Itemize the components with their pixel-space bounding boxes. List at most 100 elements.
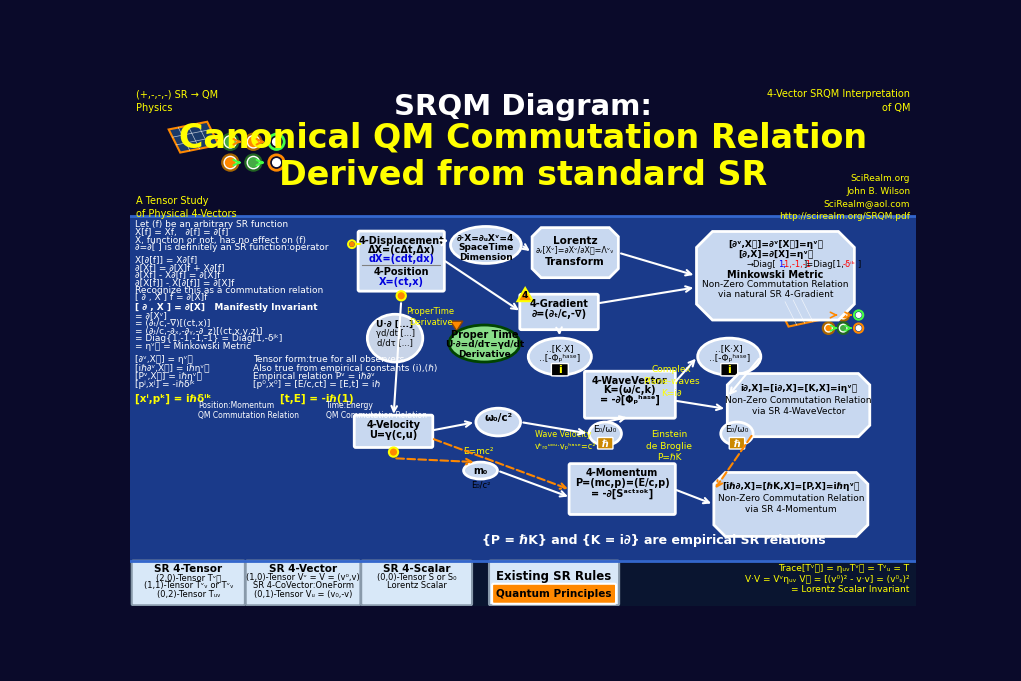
Polygon shape	[518, 288, 533, 301]
Text: [p⁰,x⁰] = [E/c,ct] = [E,t] = iℏ: [p⁰,x⁰] = [E/c,ct] = [E,t] = iℏ	[253, 381, 381, 390]
Text: [pʲ,xʲ] = -iℏδʲᵏ: [pʲ,xʲ] = -iℏδʲᵏ	[135, 381, 195, 390]
Circle shape	[225, 157, 237, 169]
Circle shape	[389, 447, 398, 457]
Text: ω₀/c²: ω₀/c²	[484, 413, 513, 423]
Text: -1,-1,-1: -1,-1,-1	[782, 259, 812, 268]
Text: 4-Gradient: 4-Gradient	[530, 299, 588, 309]
Text: E₀/ω₀: E₀/ω₀	[593, 424, 617, 434]
Polygon shape	[131, 82, 917, 217]
Text: X[f] = Xf,   ∂[f] = ∂[f]: X[f] = Xf, ∂[f] = ∂[f]	[135, 228, 228, 237]
Text: [iℏ∂,X]=[ℏK,X]=[P,X]=iℏηᵛᵜ: [iℏ∂,X]=[ℏK,X]=[P,X]=iℏηᵛᵜ	[722, 482, 860, 491]
Text: P=(mc,p)=(E/c,p): P=(mc,p)=(E/c,p)	[575, 478, 670, 488]
Text: Lorentz: Lorentz	[553, 236, 597, 246]
Text: ∂·X=∂ᵤXᵛ=4: ∂·X=∂ᵤXᵛ=4	[457, 234, 515, 243]
FancyBboxPatch shape	[584, 371, 675, 418]
Polygon shape	[696, 232, 855, 320]
Ellipse shape	[368, 314, 423, 362]
Text: X=(ct,x): X=(ct,x)	[379, 276, 424, 287]
Text: (0,1)-Tensor Vᵤ = (v₀,-v): (0,1)-Tensor Vᵤ = (v₀,-v)	[254, 590, 352, 599]
Text: ProperTime
Derivative: ProperTime Derivative	[406, 306, 454, 327]
Text: [ ∂ , X ] = ∂[X]   Manifestly Invariant: [ ∂ , X ] = ∂[X] Manifestly Invariant	[135, 304, 318, 313]
Circle shape	[245, 133, 261, 151]
Text: X, function or not, has no effect on (f): X, function or not, has no effect on (f)	[135, 236, 306, 244]
FancyBboxPatch shape	[729, 437, 744, 449]
FancyBboxPatch shape	[520, 294, 598, 330]
Circle shape	[825, 311, 832, 319]
Text: ..[K·X]: ..[K·X]	[546, 345, 574, 353]
Text: U=γ(c,u): U=γ(c,u)	[370, 430, 418, 440]
Text: (1,0)-Tensor Vᵛ = V = (v⁰,v): (1,0)-Tensor Vᵛ = V = (v⁰,v)	[246, 573, 360, 582]
Text: Recognize this as a commutation relation: Recognize this as a commutation relation	[135, 286, 323, 295]
Text: ∂[Xf] - X∂[f] = ∂[X]f: ∂[Xf] - X∂[f] = ∂[X]f	[135, 270, 221, 279]
Text: = -∂[Φₚʰᵃˢᵉ]: = -∂[Φₚʰᵃˢᵉ]	[600, 395, 660, 405]
Text: ]: ]	[857, 259, 861, 268]
Text: Derived from standard SR: Derived from standard SR	[279, 159, 767, 192]
FancyBboxPatch shape	[489, 560, 619, 605]
Text: V·V = Vᵛηᵤᵥ Vᵜ = [(v⁰)² - v·v] = (v⁰ₛ)²: V·V = Vᵛηᵤᵥ Vᵜ = [(v⁰)² - v·v] = (v⁰ₛ)²	[744, 575, 910, 584]
Ellipse shape	[697, 338, 761, 375]
Text: A Tensor Study
of Physical 4-Vectors: A Tensor Study of Physical 4-Vectors	[137, 195, 237, 219]
Circle shape	[839, 324, 847, 332]
Text: {P = ℏK} and {K = i∂} are empirical SR relations: {P = ℏK} and {K = i∂} are empirical SR r…	[482, 535, 826, 548]
FancyBboxPatch shape	[358, 231, 444, 291]
Text: via SR 4-WaveVector: via SR 4-WaveVector	[751, 407, 845, 415]
Text: [ ∂ , X ] f = ∂[X]f: [ ∂ , X ] f = ∂[X]f	[135, 294, 207, 302]
Text: Position:Momentum
QM Commutation Relation: Position:Momentum QM Commutation Relatio…	[198, 400, 299, 420]
Text: SpaceTime: SpaceTime	[458, 243, 514, 253]
Circle shape	[245, 154, 261, 171]
Text: 4-Momentum: 4-Momentum	[586, 469, 659, 478]
Circle shape	[839, 311, 847, 319]
Text: 1,: 1,	[778, 259, 785, 268]
Text: d/dτ [...]: d/dτ [...]	[377, 338, 414, 347]
Text: 4: 4	[522, 291, 529, 300]
Text: [xⁱ,pᵏ] = iℏδⁱᵏ: [xⁱ,pᵏ] = iℏδⁱᵏ	[135, 394, 211, 404]
Text: →Diag[: →Diag[	[746, 259, 776, 268]
Text: Dimension: Dimension	[459, 253, 513, 262]
Text: ..[K·X]: ..[K·X]	[716, 345, 743, 353]
Text: ∂=(∂ₜ/c,-∇): ∂=(∂ₜ/c,-∇)	[532, 309, 587, 319]
Text: via SR 4-Momentum: via SR 4-Momentum	[745, 505, 836, 514]
FancyBboxPatch shape	[246, 560, 360, 605]
Circle shape	[825, 324, 832, 332]
Text: Empirical relation Pᵛ = iℏ∂ᵛ: Empirical relation Pᵛ = iℏ∂ᵛ	[253, 372, 376, 381]
Text: = Lorentz Scalar Invariant: = Lorentz Scalar Invariant	[791, 585, 910, 595]
Circle shape	[222, 133, 239, 151]
FancyBboxPatch shape	[569, 464, 675, 514]
Text: Derivative: Derivative	[458, 349, 510, 359]
Text: [∂ᵛ,Xᵜ] = ηᵛᵜ: [∂ᵛ,Xᵜ] = ηᵛᵜ	[135, 355, 193, 364]
FancyBboxPatch shape	[551, 364, 569, 376]
Circle shape	[350, 242, 354, 246]
Text: ∂=∂[ ] is definitely an SR function:operator: ∂=∂[ ] is definitely an SR function:oper…	[135, 243, 329, 253]
Text: (+,-,-,-) SR → QM
Physics: (+,-,-,-) SR → QM Physics	[137, 89, 218, 112]
Text: Time:Energy
QM Commutation Relation: Time:Energy QM Commutation Relation	[326, 400, 427, 420]
Polygon shape	[131, 560, 917, 606]
Circle shape	[273, 138, 281, 146]
Text: 4-Displacement: 4-Displacement	[358, 236, 444, 247]
Text: [iℏ∂ᵛ,Xᵜ] = iℏηᵛᵜ: [iℏ∂ᵛ,Xᵜ] = iℏηᵛᵜ	[135, 364, 209, 373]
Circle shape	[225, 136, 237, 148]
FancyBboxPatch shape	[597, 437, 613, 449]
Circle shape	[222, 154, 239, 171]
Polygon shape	[777, 296, 821, 327]
Ellipse shape	[450, 227, 522, 264]
Text: Wave Velocity
vᵏᵣₒᵘᵒᵘ·vₚʰᵃˢᵉ=c²: Wave Velocity vᵏᵣₒᵘᵒᵘ·vₚʰᵃˢᵉ=c²	[535, 430, 596, 451]
Text: [∂ᵛ,Xᵜ]=∂ᵛ[Xᵜ]=ηᵛᵜ: [∂ᵛ,Xᵜ]=∂ᵛ[Xᵜ]=ηᵛᵜ	[728, 240, 823, 249]
Text: (0,2)-Tensor Tᵤᵥ: (0,2)-Tensor Tᵤᵥ	[156, 590, 221, 599]
Text: Canonical QM Commutation Relation: Canonical QM Commutation Relation	[179, 122, 867, 155]
Ellipse shape	[589, 422, 622, 445]
Text: i: i	[727, 365, 731, 375]
Text: -δⁱᵏ: -δⁱᵏ	[842, 259, 856, 268]
Text: Complex
Plane-waves
K=i∂: Complex Plane-waves K=i∂	[643, 365, 699, 398]
Circle shape	[273, 159, 281, 166]
Polygon shape	[532, 227, 619, 278]
Circle shape	[837, 322, 849, 334]
FancyBboxPatch shape	[132, 560, 245, 605]
Text: U·∂=d/dτ=γd/dt: U·∂=d/dτ=γd/dt	[445, 340, 524, 349]
Text: 4-WaveVector: 4-WaveVector	[592, 376, 668, 386]
Text: dX=(cdt,dx): dX=(cdt,dx)	[369, 254, 434, 264]
Text: K=(ω/c,k): K=(ω/c,k)	[603, 385, 657, 395]
Text: Also true from empirical constants (i),(ℏ): Also true from empirical constants (i),(…	[253, 364, 438, 373]
Text: m₀: m₀	[474, 466, 488, 475]
Text: Trace[Tᵛᵜ] = ηᵤᵥTᵛᵜ = Tᵛᵤ = T: Trace[Tᵛᵜ] = ηᵤᵥTᵛᵜ = Tᵛᵤ = T	[778, 564, 910, 573]
Text: U·∂ [...]: U·∂ [...]	[377, 319, 414, 329]
